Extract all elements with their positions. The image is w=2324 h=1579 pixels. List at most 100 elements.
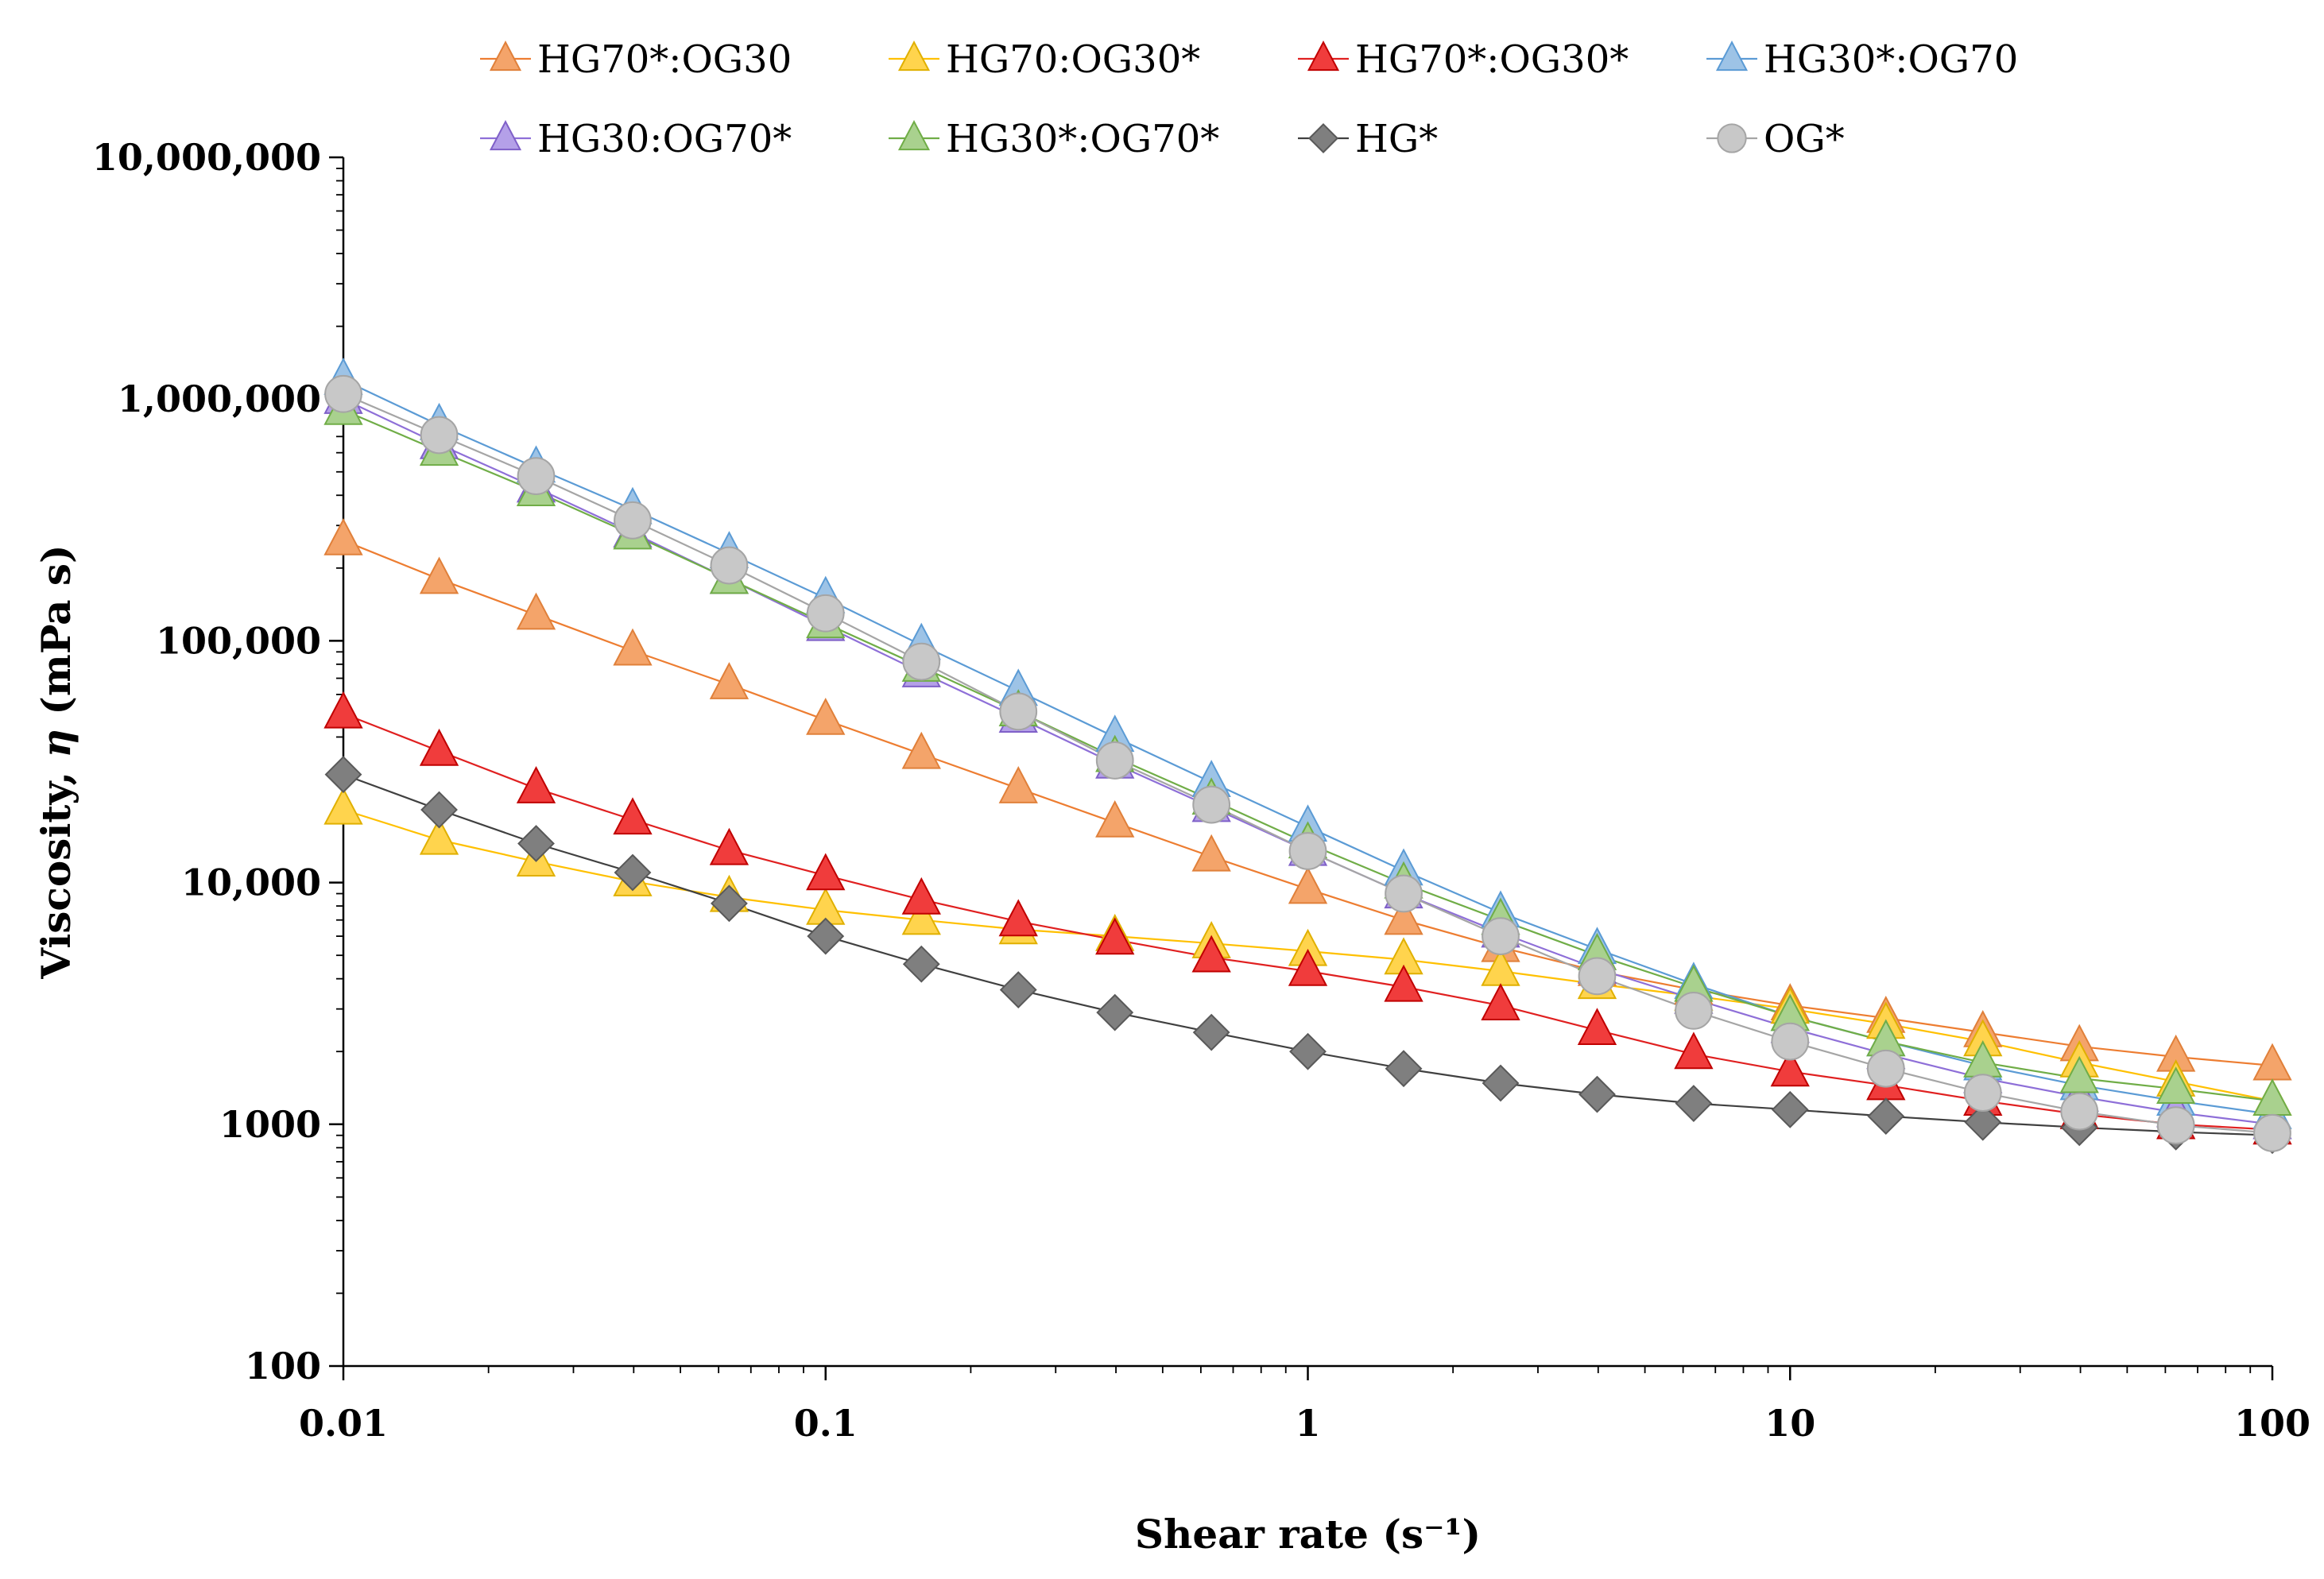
data-point-hg70-og30 xyxy=(516,766,556,803)
data-point-hg70-og30 xyxy=(613,628,653,666)
data-point-hg70-og30 xyxy=(1288,866,1328,904)
data-point-og xyxy=(1482,917,1520,955)
y-tick-label: 10,000,000 xyxy=(92,136,321,179)
legend-marker-hg30-og70 xyxy=(1715,41,1749,72)
data-point-og xyxy=(806,594,845,633)
legend-item-hg: HG* xyxy=(1298,117,1438,161)
legend-marker-hg30-og70 xyxy=(489,120,522,151)
data-point-og xyxy=(2060,1092,2099,1131)
data-point-og xyxy=(1385,874,1423,913)
data-point-hg70-og30 xyxy=(1577,1008,1617,1046)
data-point-hg70-og30 xyxy=(1095,799,1135,838)
data-point-hg70-og30 xyxy=(901,731,941,769)
data-point-hg xyxy=(1675,1085,1713,1122)
data-point-hg xyxy=(711,884,748,923)
data-point-hg70-og30 xyxy=(901,877,941,915)
data-point-hg70-og30 xyxy=(998,766,1038,803)
data-point-hg xyxy=(1192,1013,1230,1051)
legend-marker-hg xyxy=(1307,122,1339,154)
legend-marker-hg70-og30 xyxy=(489,41,522,72)
legend-item-hg30-og70: HG30*:OG70 xyxy=(1706,37,2018,82)
legend-label: HG30*:OG70 xyxy=(1764,37,2018,82)
data-point-hg xyxy=(1771,1090,1809,1128)
data-point-hg70-og30 xyxy=(709,662,749,699)
legend-item-hg70-og30: HG70*:OG30 xyxy=(480,37,792,82)
y-axis-label: Viscosity, η (mPa s) xyxy=(33,544,79,979)
data-point-hg70-og30 xyxy=(1481,983,1520,1020)
data-point-og xyxy=(420,416,459,455)
y-tick-label: 100 xyxy=(245,1345,321,1387)
data-point-hg70-og30 xyxy=(1191,935,1231,973)
data-point-hg70-og30 xyxy=(1384,897,1423,935)
data-point-hg70-og30 xyxy=(419,728,459,766)
x-tick-label: 10 xyxy=(1764,1402,1815,1445)
y-axis-label-symbol: η xyxy=(33,729,79,757)
data-point-hg70-og30 xyxy=(516,592,556,630)
data-point-hg70-og30 xyxy=(1770,1049,1810,1087)
legend-item-hg70-og30: HG70:OG30* xyxy=(889,37,1200,82)
y-tick-label: 1000 xyxy=(219,1103,321,1146)
data-point-hg xyxy=(324,756,362,793)
x-axis-label: Shear rate (s⁻¹) xyxy=(1135,1511,1481,1558)
data-point-hg70-og30 xyxy=(419,817,459,855)
data-point-og xyxy=(614,501,652,540)
data-point-hg70-og30 xyxy=(998,899,1038,937)
series-markers-hg30-og70 xyxy=(323,357,2292,1129)
data-point-hg70-og30 xyxy=(323,517,363,555)
data-point-hg xyxy=(1964,1103,2002,1141)
x-tick-label: 1 xyxy=(1295,1402,1320,1445)
legend-label: HG70:OG30* xyxy=(946,37,1200,82)
x-tick-label: 0.1 xyxy=(794,1402,858,1445)
data-point-hg xyxy=(517,825,555,862)
data-point-og xyxy=(999,692,1038,731)
data-point-hg70-og30 xyxy=(1674,1031,1714,1070)
data-point-og xyxy=(1578,957,1617,996)
legend-item-hg30-og70: HG30*:OG70* xyxy=(889,117,1219,161)
data-point-hg70-og30 xyxy=(806,697,846,735)
data-point-og xyxy=(1675,992,1713,1030)
series-markers-hg30-og70 xyxy=(323,387,2292,1116)
legend-marker-hg70-og30 xyxy=(897,41,931,72)
data-point-hg70-og30 xyxy=(709,827,749,865)
y-axis-label-prefix: Viscosity, xyxy=(33,758,79,980)
legend-label: HG30:OG70* xyxy=(537,117,792,161)
legend-marker-hg30-og70 xyxy=(897,120,931,151)
data-point-og xyxy=(1192,785,1231,824)
series-markers-og xyxy=(324,374,2291,1152)
y-tick-label: 100,000 xyxy=(156,619,321,662)
data-point-og xyxy=(517,457,556,496)
legend-label: HG30*:OG70* xyxy=(946,117,1219,161)
series-markers-layer xyxy=(323,357,2292,1155)
data-point-hg70-og30 xyxy=(323,787,363,825)
legend-label: HG70*:OG30* xyxy=(1355,37,1629,82)
data-point-hg70-og30 xyxy=(1288,948,1328,986)
data-point-hg xyxy=(807,917,845,955)
series-markers-hg30-og70 xyxy=(323,377,2292,1140)
y-tick-label: 1,000,000 xyxy=(118,377,321,420)
data-point-og xyxy=(1866,1049,1905,1088)
data-point-hg30-og70 xyxy=(2059,1055,2099,1093)
data-point-hg70-og30 xyxy=(613,797,653,835)
data-point-og xyxy=(2156,1106,2195,1145)
series-markers-hg70-og30 xyxy=(323,517,2292,1081)
legend-marker-og xyxy=(1717,123,1747,153)
data-point-hg xyxy=(1096,993,1134,1031)
data-point-hg xyxy=(1867,1097,1905,1136)
data-point-og xyxy=(1095,741,1134,780)
data-point-og xyxy=(1288,832,1327,870)
data-point-hg70-og30 xyxy=(1191,834,1231,872)
legend-marker-hg70-og30 xyxy=(1307,41,1340,72)
data-point-hg xyxy=(1385,1050,1423,1088)
data-point-hg xyxy=(1289,1032,1327,1070)
data-point-og xyxy=(1771,1022,1810,1061)
data-point-hg70-og30 xyxy=(2252,1043,2292,1081)
legend: HG70*:OG30 HG70:OG30* HG70*:OG30* HG30*:OG7… xyxy=(480,37,2018,161)
legend-label: HG70*:OG30 xyxy=(537,37,792,82)
x-tick-label: 0.01 xyxy=(299,1402,388,1445)
data-point-hg70-og30 xyxy=(901,897,941,935)
data-point-hg xyxy=(999,971,1037,1008)
y-axis-label-unit: (mPa s) xyxy=(33,544,79,729)
data-point-hg70-og30 xyxy=(1095,917,1135,955)
